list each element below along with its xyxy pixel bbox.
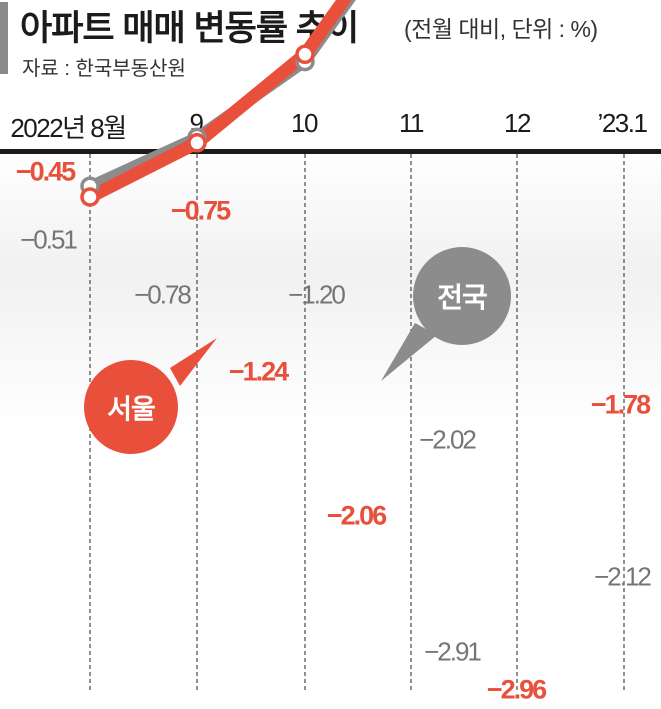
bubble-nation — [413, 247, 511, 345]
bubble-tail-nation — [381, 323, 437, 381]
source-note: 자료 : 한국부동산원 — [22, 58, 186, 80]
x-tick-label: ’23.1 — [597, 108, 648, 138]
data-point-seoul — [187, 133, 207, 153]
data-label-nation: −2.12 — [594, 561, 652, 592]
bubble-tail-seoul — [170, 338, 217, 386]
unit-note: (전월 대비, 단위 : %) — [404, 16, 598, 42]
data-label-nation: −1.20 — [288, 279, 346, 310]
series-bubble-label-seoul: 서울 — [107, 394, 156, 425]
data-point-seoul — [295, 44, 315, 65]
data-label-seoul: −2.96 — [486, 674, 547, 705]
data-label-nation: −0.78 — [134, 279, 192, 310]
series-bubble-label-nation: 전국 — [437, 282, 488, 313]
data-label-seoul: −2.06 — [326, 500, 387, 531]
data-label-nation: −0.51 — [20, 224, 78, 255]
data-label-nation: −2.91 — [424, 636, 482, 667]
title-accent-bar — [0, 2, 8, 74]
data-point-seoul — [80, 187, 100, 207]
x-tick-label: 2022년 8월 — [10, 113, 127, 143]
data-label-seoul: −0.45 — [15, 156, 76, 187]
bubble-seoul — [84, 360, 178, 454]
data-label-seoul: −1.78 — [590, 389, 651, 420]
chart-title: 아파트 매매 변동률 추이 — [20, 9, 359, 48]
x-tick-label: 10 — [291, 108, 318, 138]
data-label-seoul: −1.24 — [228, 356, 289, 387]
x-axis-line — [0, 149, 661, 154]
x-tick-label: 12 — [504, 108, 531, 138]
data-label-nation: −2.02 — [419, 424, 477, 455]
series-line-seoul — [83, 0, 352, 204]
x-tick-label: 11 — [399, 108, 425, 138]
data-label-seoul: −0.75 — [170, 195, 231, 226]
